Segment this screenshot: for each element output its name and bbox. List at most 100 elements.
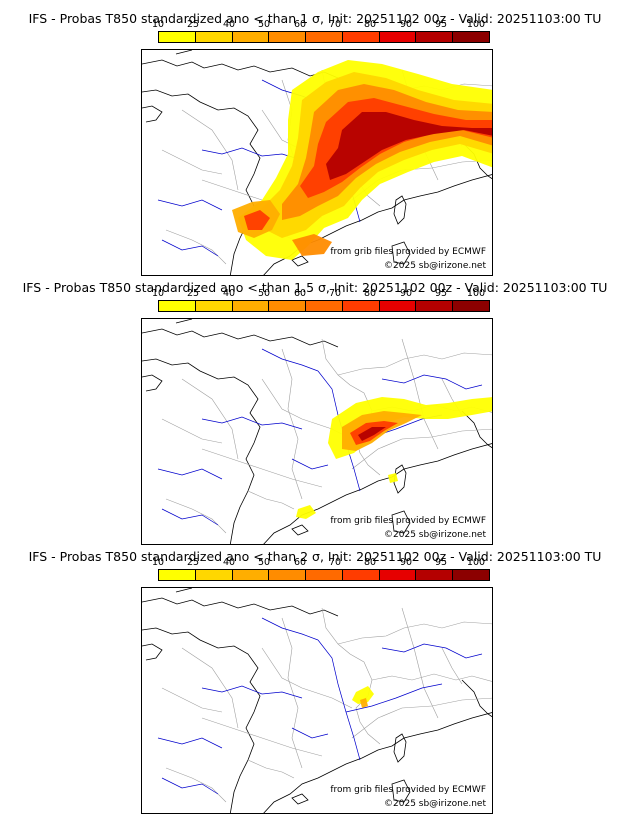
river (161, 508, 219, 526)
legend-swatch (195, 32, 233, 42)
probability-area-90 (326, 112, 492, 180)
probability-overlay (352, 686, 374, 708)
admin-border (165, 229, 227, 265)
coastline (142, 358, 261, 544)
legend-tick: 25 (186, 19, 200, 30)
copyright-credit: ©2025 sb@irizone.net (384, 799, 486, 809)
data-source-credit: from grib files provided by ECMWF (330, 247, 486, 257)
legend-tick: 90 (399, 19, 413, 30)
legend-tick: 100 (466, 288, 486, 299)
panel-title: IFS - Probas T850 standardized ano < tha… (28, 549, 602, 564)
legend-tick: 10 (151, 557, 165, 568)
river (157, 468, 223, 480)
river (345, 683, 443, 713)
island-coastline (291, 255, 309, 267)
river (157, 199, 223, 211)
legend-swatch (379, 301, 417, 311)
legend-swatch (416, 301, 454, 311)
coastline (403, 174, 492, 201)
land-background (142, 588, 492, 813)
legend-swatch (269, 570, 307, 580)
legend-swatch (159, 570, 196, 580)
probability-map: from grib files provided by ECMWF ©2025 … (141, 587, 493, 814)
admin-border (201, 448, 323, 488)
coastline (175, 50, 193, 55)
river (261, 348, 319, 372)
coastline (142, 597, 339, 617)
river (201, 416, 303, 430)
legend-tick: 25 (186, 288, 200, 299)
admin-border (337, 621, 492, 645)
data-source-credit: from grib files provided by ECMWF (330, 785, 486, 795)
admin-border (261, 647, 353, 709)
legend-tick: 50 (257, 557, 271, 568)
coastline (263, 468, 405, 544)
probability-area-70 (244, 210, 270, 230)
map-panel-2: IFS - Probas T850 standardized ano < tha… (0, 269, 630, 545)
map-panel-3: IFS - Probas T850 standardized ano < tha… (0, 538, 630, 814)
coastline (142, 328, 339, 348)
admin-border (161, 418, 223, 444)
legend-swatch (269, 301, 307, 311)
island-coastline (291, 793, 309, 805)
coastline (142, 105, 163, 123)
admin-border (401, 607, 439, 719)
legend-swatch (232, 301, 270, 311)
legend-tick: 50 (257, 19, 271, 30)
legend-swatch (416, 570, 454, 580)
admin-border (247, 759, 295, 779)
admin-border (181, 109, 239, 191)
panel-title: IFS - Probas T850 standardized ano < tha… (22, 280, 608, 295)
legend-tick: 70 (328, 288, 342, 299)
legend-swatch (159, 301, 196, 311)
admin-border (181, 647, 239, 729)
admin-border (161, 687, 223, 713)
island-coastline (291, 524, 309, 536)
legend-tick: 100 (466, 557, 486, 568)
probability-area-10 (296, 505, 316, 519)
admin-border (351, 428, 492, 470)
legend-swatch (195, 301, 233, 311)
legend-tick: 25 (186, 557, 200, 568)
legend-swatch (342, 301, 380, 311)
legend-swatch (379, 570, 417, 580)
admin-border (281, 617, 303, 769)
legend-tick: 60 (293, 557, 307, 568)
river (161, 777, 219, 795)
legend-swatch (453, 32, 490, 42)
probability-overlay (232, 60, 492, 260)
legend-tick: 40 (222, 288, 236, 299)
river (161, 239, 219, 257)
legend-tick: 40 (222, 557, 236, 568)
legend-tick: 60 (293, 288, 307, 299)
coastline (175, 588, 193, 593)
admin-border (337, 352, 492, 376)
coastline (175, 319, 193, 324)
admin-border (165, 767, 227, 803)
admin-border (165, 498, 227, 534)
admin-border (401, 338, 439, 450)
legend-tick: 90 (399, 557, 413, 568)
legend-swatch (306, 570, 343, 580)
legend-swatch (195, 570, 233, 580)
legend-tick-labels: 10 25 40 50 60 70 80 90 95 100 (148, 557, 492, 569)
legend-tick: 80 (363, 19, 377, 30)
legend-tick: 60 (293, 19, 307, 30)
coastline (461, 679, 492, 718)
legend-tick-labels: 10 25 40 50 60 70 80 90 95 100 (148, 19, 492, 31)
legend-swatch (232, 32, 270, 42)
coastline (461, 410, 492, 449)
legend-tick: 90 (399, 288, 413, 299)
coastline (142, 643, 163, 661)
legend-tick: 40 (222, 19, 236, 30)
probability-area-10 (328, 397, 492, 459)
basemap (142, 588, 492, 813)
legend-swatch (342, 570, 380, 580)
basemap (142, 319, 492, 544)
legend-swatch (306, 32, 343, 42)
river (291, 727, 329, 739)
river (201, 147, 303, 161)
land-background (142, 319, 492, 544)
legend-tick: 95 (434, 557, 448, 568)
probability-area-50 (292, 234, 332, 256)
